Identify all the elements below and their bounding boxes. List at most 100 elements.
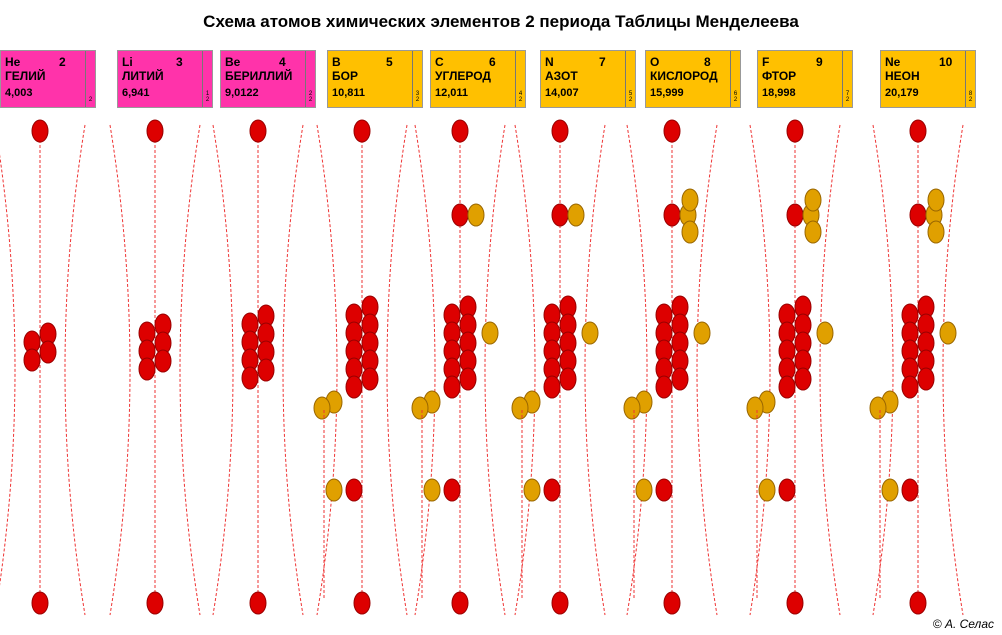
proton — [551, 203, 569, 227]
proton — [241, 366, 259, 390]
proton — [901, 375, 919, 399]
proton — [778, 478, 796, 502]
proton — [39, 340, 57, 364]
shell: 2 — [415, 97, 420, 103]
electron — [325, 478, 343, 502]
orbit — [819, 124, 841, 616]
orbit — [282, 124, 304, 616]
electron — [423, 478, 441, 502]
electron — [816, 321, 834, 345]
mass: 6,941 — [122, 87, 150, 99]
name: АЗОТ — [545, 69, 578, 83]
mass: 4,003 — [5, 87, 33, 99]
proton — [353, 591, 371, 615]
orbit — [109, 124, 131, 616]
mass: 15,999 — [650, 87, 684, 99]
symbol: B — [332, 55, 341, 69]
proton — [451, 119, 469, 143]
name: КИСЛОРОД — [650, 69, 718, 83]
name: ЛИТИЙ — [122, 69, 164, 83]
shell: 2 — [205, 97, 210, 103]
shell: 8 — [968, 91, 973, 97]
proton — [345, 478, 363, 502]
proton — [663, 203, 681, 227]
electron — [623, 396, 641, 420]
proton — [451, 203, 469, 227]
number: 9 — [816, 55, 823, 69]
symbol: N — [545, 55, 554, 69]
orbit — [942, 124, 964, 616]
shell: 6 — [733, 91, 738, 97]
proton — [451, 591, 469, 615]
proton — [361, 367, 379, 391]
orbit — [0, 154, 16, 586]
electron — [567, 203, 585, 227]
orbit — [484, 124, 506, 616]
orbit — [179, 124, 201, 616]
credit: © А. Селас — [932, 617, 994, 631]
title: Схема атомов химических элементов 2 пери… — [203, 12, 799, 31]
name: НЕОН — [885, 69, 920, 83]
number: 4 — [279, 55, 286, 69]
shells: 2 — [85, 51, 95, 107]
element-card: Be 4 БЕРИЛЛИЙ 9,0122 2 2 — [220, 50, 316, 108]
electron — [511, 396, 529, 420]
proton — [23, 348, 41, 372]
mass: 9,0122 — [225, 87, 259, 99]
proton — [31, 119, 49, 143]
element-card: B 5 БОР 10,811 3 2 — [327, 50, 423, 108]
electron — [523, 478, 541, 502]
mass: 12,011 — [435, 87, 469, 99]
shell: 2 — [845, 97, 850, 103]
proton — [655, 375, 673, 399]
electron — [635, 478, 653, 502]
orbit — [696, 124, 718, 616]
proton — [909, 203, 927, 227]
shell: 2 — [308, 91, 313, 97]
shell: 7 — [845, 91, 850, 97]
proton — [786, 591, 804, 615]
mass: 18,998 — [762, 87, 796, 99]
proton — [551, 591, 569, 615]
proton — [786, 119, 804, 143]
orbit — [626, 124, 648, 616]
symbol: Be — [225, 55, 241, 69]
element-card: O 8 КИСЛОРОД 15,999 6 2 — [645, 50, 741, 108]
orbit — [584, 124, 606, 616]
number: 6 — [489, 55, 496, 69]
electron — [681, 188, 699, 212]
number: 7 — [599, 55, 606, 69]
shell: 3 — [415, 91, 420, 97]
proton — [249, 119, 267, 143]
proton — [249, 591, 267, 615]
proton — [786, 203, 804, 227]
electron — [804, 220, 822, 244]
element-card: N 7 АЗОТ 14,007 5 2 — [540, 50, 636, 108]
orbit — [749, 124, 771, 616]
orbit — [316, 124, 338, 616]
electron — [746, 396, 764, 420]
element-card: Li 3 ЛИТИЙ 6,941 1 2 — [117, 50, 213, 108]
number: 2 — [59, 55, 66, 69]
name: ГЕЛИЙ — [5, 69, 46, 83]
electron — [939, 321, 957, 345]
electron — [758, 478, 776, 502]
proton — [146, 591, 164, 615]
proton — [257, 358, 275, 382]
electron — [927, 188, 945, 212]
element-card: C 6 УГЛЕРОД 12,011 4 2 — [430, 50, 526, 108]
proton — [909, 591, 927, 615]
element-card: He 2 ГЕЛИЙ 4,003 2 — [0, 50, 96, 108]
electron — [869, 396, 887, 420]
number: 10 — [939, 55, 953, 69]
orbit — [212, 124, 234, 616]
proton — [655, 478, 673, 502]
name: ФТОР — [762, 69, 797, 83]
